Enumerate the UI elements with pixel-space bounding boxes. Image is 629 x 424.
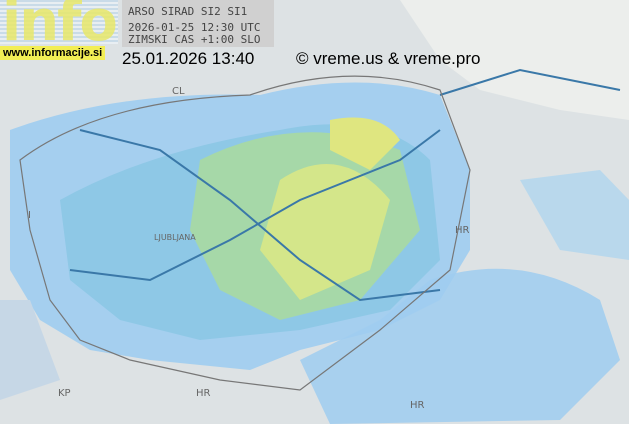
label-at: CL xyxy=(172,86,185,97)
radar-info-box: ARSO SIRAD SI2 SI1 2026-01-25 12:30 UTC … xyxy=(122,0,274,47)
label-ljubljana: LJUBLJANA xyxy=(154,233,196,242)
info-logo: info xyxy=(0,0,118,44)
radar-time-utc: 2026-01-25 12:30 UTC xyxy=(128,21,261,34)
precip-south xyxy=(300,268,620,424)
land-hungary xyxy=(400,0,629,120)
info-logo-text: info xyxy=(2,0,118,44)
precip-yellow-2 xyxy=(330,117,400,170)
slovenia-border xyxy=(19,75,471,391)
highway-2 xyxy=(69,129,441,282)
label-hr-south: HR xyxy=(196,388,211,399)
site-link[interactable]: www.informacije.si xyxy=(0,46,106,60)
label-hr-east: HR xyxy=(455,225,470,236)
label-it: I xyxy=(28,210,31,221)
precip-yellow xyxy=(260,164,390,300)
radar-source: ARSO SIRAD SI2 SI1 xyxy=(128,5,248,18)
sea xyxy=(0,300,60,400)
highway xyxy=(79,129,441,302)
label-hr-ne: HR xyxy=(410,400,425,411)
copyright: © vreme.us & vreme.pro xyxy=(296,49,481,68)
timestamp: 25.01.2026 13:40 xyxy=(122,49,255,68)
radar-timezone: ZIMSKI CAS +1:00 SLO xyxy=(128,33,261,46)
label-kp: KP xyxy=(58,388,71,399)
precip-east xyxy=(520,170,629,260)
highway-3 xyxy=(439,68,621,96)
